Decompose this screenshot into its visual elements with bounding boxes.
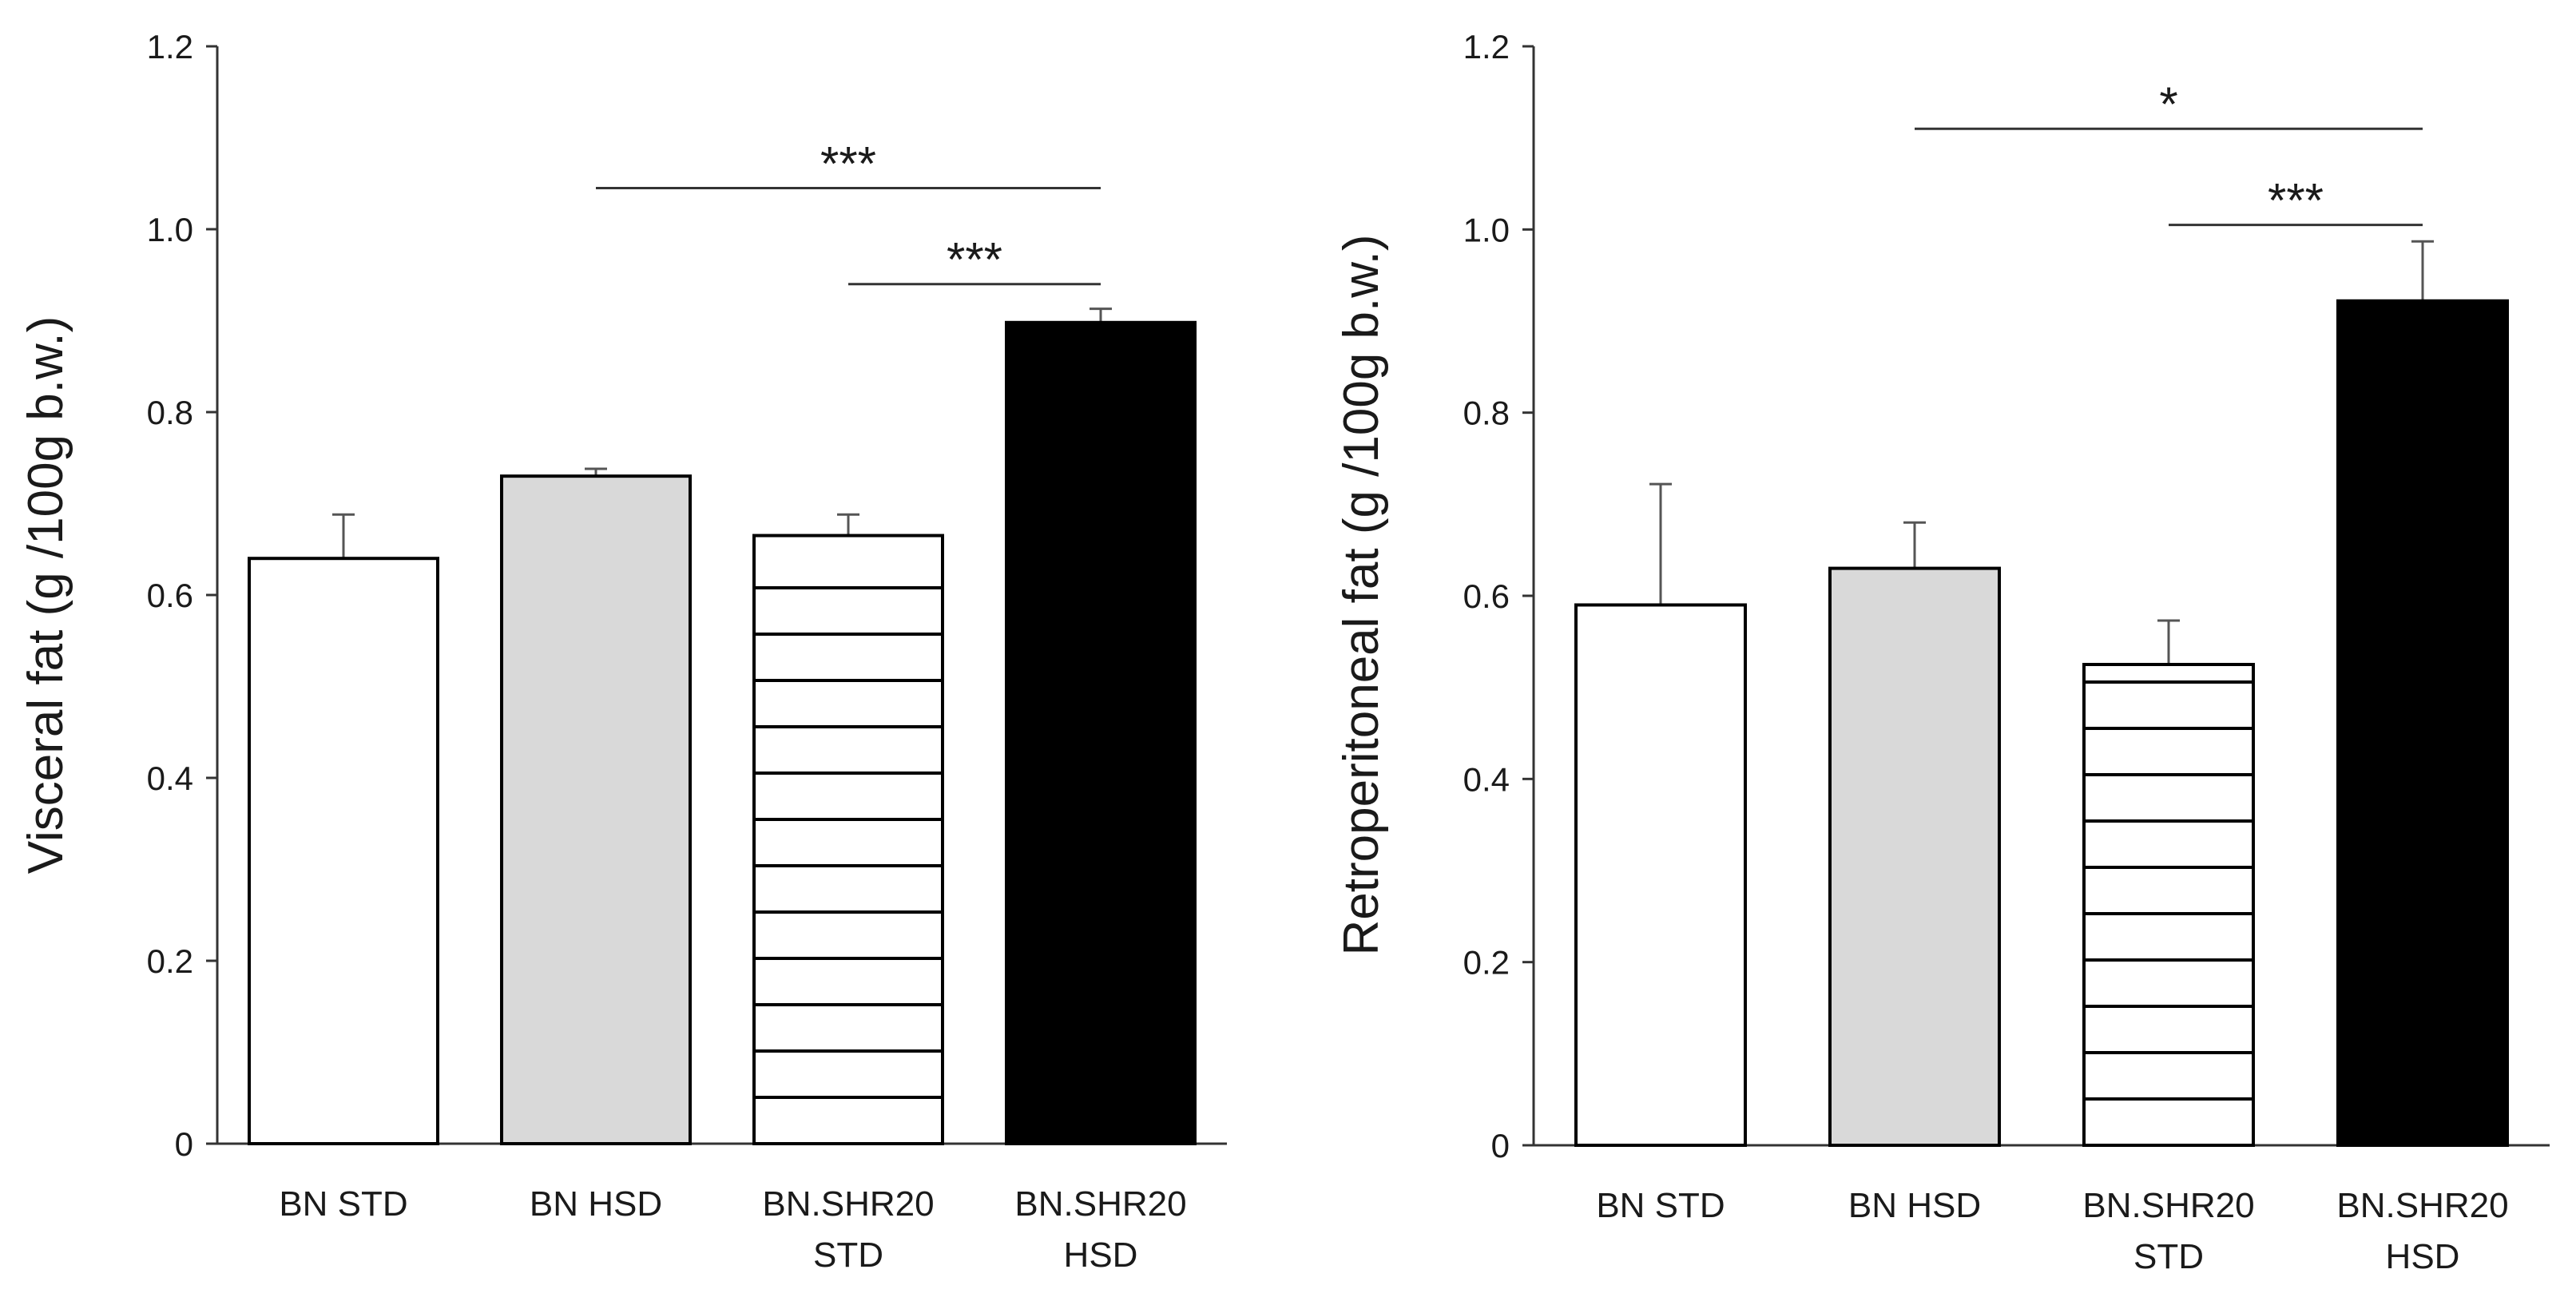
- x-category-label-line2: STD: [813, 1236, 883, 1275]
- x-category-label-line2: HSD: [2386, 1237, 2460, 1276]
- x-category-label: BN STD: [1596, 1186, 1725, 1225]
- x-category-label: BN.SHR20: [2082, 1186, 2254, 1225]
- bar: [1005, 320, 1197, 1145]
- y-tick-label: 0.6: [1463, 577, 1510, 615]
- y-tick-label: 0: [1491, 1127, 1510, 1164]
- significance-label: *: [2159, 77, 2177, 131]
- significance-label: ***: [820, 137, 876, 190]
- x-category-label: BN.SHR20: [2336, 1186, 2508, 1225]
- x-category-label: BN.SHR20: [1014, 1184, 1186, 1224]
- bar: [1828, 566, 2001, 1147]
- significance-label: ***: [947, 233, 1002, 287]
- y-tick-label: 0.4: [1463, 760, 1510, 798]
- x-category-label-line2: STD: [2133, 1237, 2204, 1276]
- y-tick-label: 0.6: [147, 577, 193, 614]
- bar: [2082, 663, 2255, 1147]
- y-tick-label: 0.8: [147, 394, 193, 431]
- x-category-label: BN HSD: [1848, 1186, 1981, 1225]
- y-tick-label: 1.0: [1463, 211, 1510, 248]
- bar: [1574, 603, 1747, 1147]
- bar: [2336, 299, 2509, 1148]
- y-axis-label: Retroperitoneal fat (g /100g b.w.): [1334, 235, 1389, 956]
- y-tick-label: 1.2: [1463, 28, 1510, 65]
- y-tick-label: 1.2: [147, 28, 193, 65]
- chart-visceral-fat: 0 0.2 0.4 0.6 0.8 1.0 1.2 Visceral fat (g /100g…: [18, 28, 1227, 1275]
- x-category-label-line2: HSD: [1064, 1236, 1138, 1275]
- y-tick-label: 1.0: [147, 211, 193, 248]
- bar: [500, 474, 692, 1145]
- significance-label: ***: [2268, 174, 2324, 228]
- bar: [752, 534, 944, 1145]
- x-category-label: BN HSD: [530, 1184, 662, 1224]
- y-axis-label: Visceral fat (g /100g b.w.): [18, 316, 73, 874]
- y-tick-label: 0: [175, 1125, 193, 1163]
- y-tick-label: 0.8: [1463, 395, 1510, 432]
- bar: [248, 557, 439, 1145]
- y-tick-label: 0.2: [147, 942, 193, 980]
- chart-retroperitoneal-fat: 0 0.2 0.4 0.6 0.8 1.0 1.2 Retroperitoneal fat (…: [1334, 28, 2550, 1276]
- x-category-label: BN.SHR20: [762, 1184, 934, 1224]
- x-category-label: BN STD: [279, 1184, 407, 1224]
- y-tick-label: 0.2: [1463, 944, 1510, 982]
- y-tick-label: 0.4: [147, 760, 193, 797]
